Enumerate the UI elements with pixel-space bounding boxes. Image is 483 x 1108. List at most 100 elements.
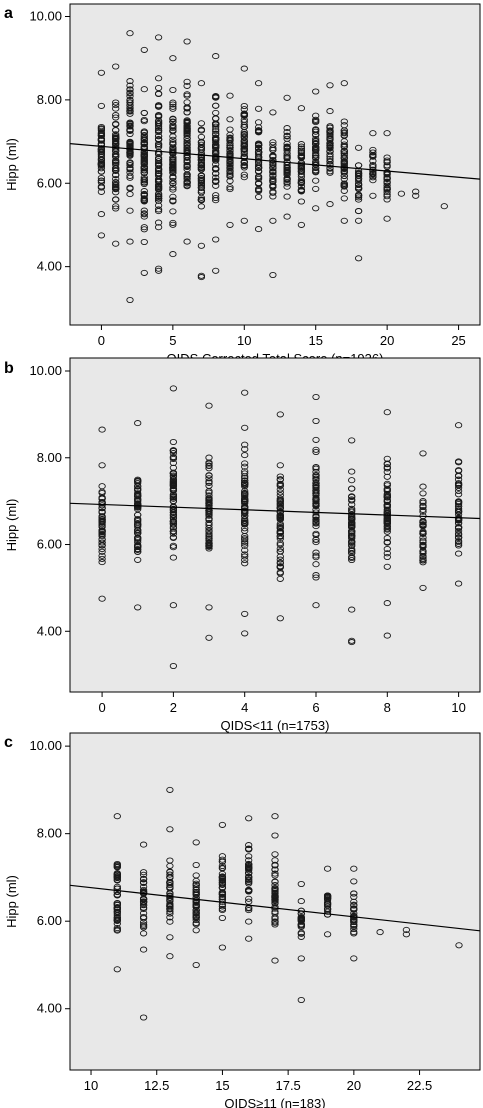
data-point — [98, 545, 106, 553]
data-point — [241, 508, 249, 515]
data-point — [241, 533, 249, 540]
data-point — [297, 145, 306, 152]
data-point — [126, 207, 134, 214]
data-point — [312, 126, 320, 133]
data-point — [348, 538, 356, 545]
data-point — [126, 99, 134, 106]
data-point — [340, 127, 348, 134]
data-point — [312, 552, 320, 559]
data-point — [205, 497, 213, 504]
data-point — [212, 109, 220, 116]
data-point — [113, 863, 121, 870]
data-point — [113, 966, 121, 973]
data-point — [254, 127, 263, 134]
x-tick-label: 10 — [237, 333, 251, 348]
data-point — [154, 103, 163, 110]
data-point — [218, 914, 227, 922]
data-point — [297, 880, 305, 888]
data-point — [183, 163, 191, 170]
data-point — [323, 931, 332, 938]
data-point — [276, 512, 284, 519]
data-point — [245, 895, 253, 902]
data-point — [126, 93, 134, 100]
data-point — [212, 170, 220, 177]
data-point — [241, 424, 249, 431]
data-point — [218, 862, 227, 870]
data-point — [197, 80, 206, 87]
data-point — [169, 136, 177, 143]
data-point — [112, 165, 120, 172]
data-point — [154, 170, 163, 177]
data-point — [140, 170, 148, 177]
panel-letter: c — [4, 734, 13, 751]
data-point — [454, 422, 463, 429]
data-point — [134, 523, 142, 530]
data-point — [254, 105, 263, 112]
data-point — [312, 496, 320, 503]
data-point — [241, 542, 249, 549]
data-point — [383, 600, 391, 607]
data-point — [197, 242, 206, 249]
data-point — [112, 135, 120, 142]
data-point — [297, 161, 306, 168]
data-point — [126, 119, 134, 126]
data-point — [166, 914, 174, 921]
data-point — [134, 529, 142, 537]
y-axis-label: Hipp (ml) — [4, 138, 19, 191]
data-point — [245, 860, 253, 867]
data-point — [139, 883, 148, 890]
data-point — [369, 130, 377, 137]
data-point — [169, 509, 178, 516]
data-point — [112, 120, 120, 127]
y-tick-label: 6.00 — [37, 537, 62, 552]
data-point — [245, 845, 253, 853]
data-point — [383, 464, 391, 471]
data-point — [383, 191, 391, 198]
data-point — [323, 892, 332, 899]
data-point — [241, 481, 249, 489]
data-point — [326, 108, 334, 115]
data-point — [112, 114, 120, 121]
data-point — [323, 865, 332, 872]
data-point — [271, 886, 279, 893]
data-point — [154, 193, 163, 200]
data-point — [383, 154, 391, 161]
data-point — [112, 158, 120, 165]
data-point — [197, 156, 206, 164]
x-tick-label: 22.5 — [407, 1078, 432, 1093]
data-point — [205, 634, 213, 641]
data-point — [218, 903, 227, 910]
data-point — [350, 925, 358, 933]
data-point — [169, 99, 177, 106]
data-point — [218, 874, 227, 881]
data-point — [154, 190, 163, 197]
data-point — [192, 909, 200, 916]
x-tick-label: 8 — [384, 700, 391, 715]
data-point — [271, 896, 279, 903]
data-point — [312, 116, 320, 123]
data-point — [369, 162, 377, 169]
data-point — [98, 462, 106, 469]
data-point — [283, 177, 291, 184]
data-point — [140, 109, 148, 117]
data-point — [169, 470, 178, 477]
data-point — [419, 506, 427, 513]
data-point — [134, 546, 142, 553]
data-point — [192, 884, 200, 891]
data-point — [340, 118, 348, 125]
data-point — [169, 494, 178, 501]
data-point — [348, 468, 356, 475]
data-point — [240, 65, 248, 72]
data-point — [218, 864, 227, 871]
data-point — [383, 130, 391, 137]
data-point — [326, 82, 334, 89]
data-point — [348, 606, 356, 613]
data-point — [323, 902, 332, 910]
data-point — [340, 217, 348, 224]
data-point — [98, 505, 106, 512]
data-point — [419, 543, 427, 550]
data-point — [283, 129, 291, 136]
data-point — [254, 80, 263, 87]
data-point — [348, 485, 356, 492]
data-point — [192, 895, 200, 902]
